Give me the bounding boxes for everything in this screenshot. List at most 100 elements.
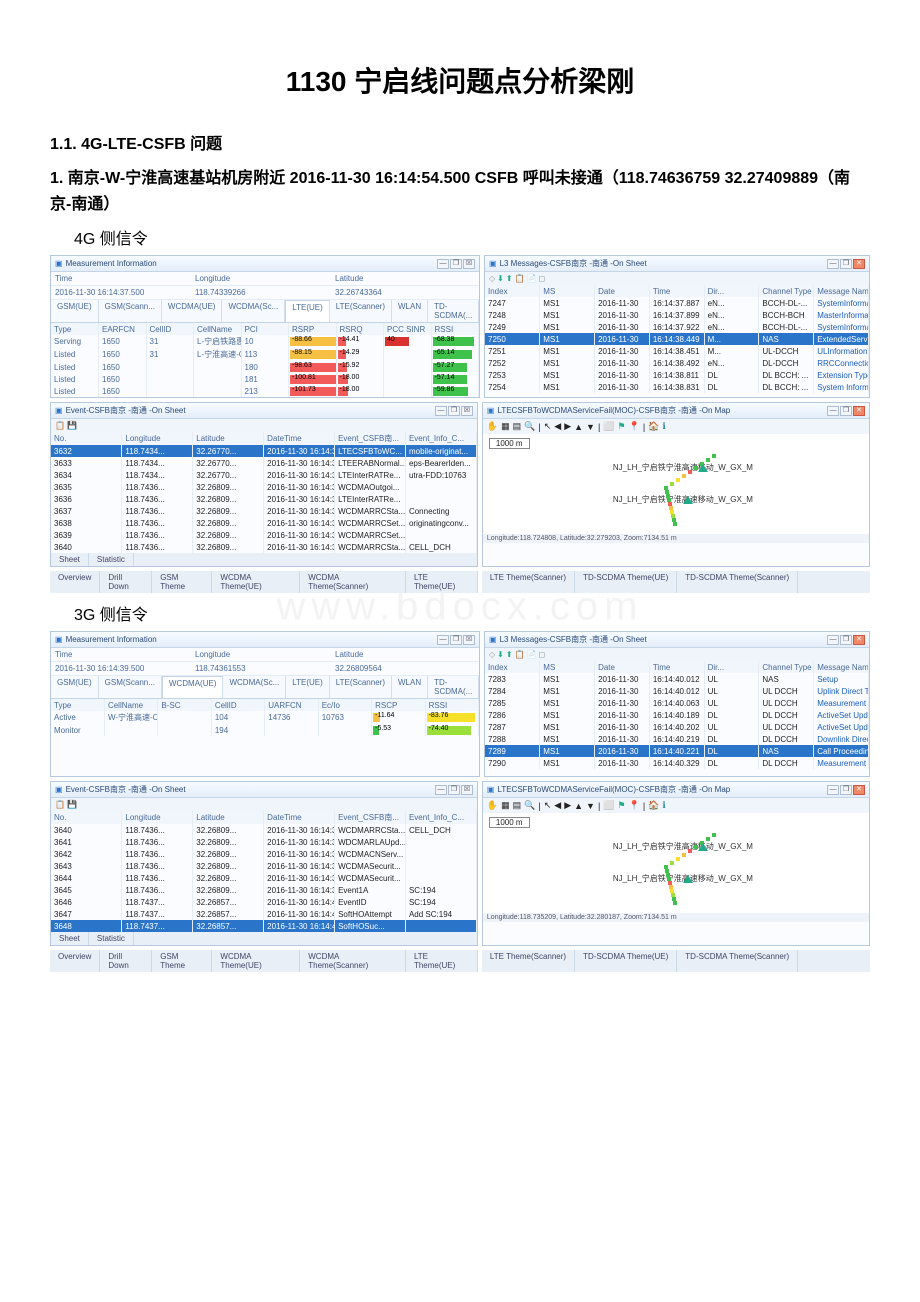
col-head[interactable]: B-SC: [158, 699, 211, 711]
col-head[interactable]: Dir...: [704, 285, 759, 297]
table-row[interactable]: Listed165031L-宁淮高速-C-1113-88.15-14.29-65…: [51, 348, 479, 361]
tab-ltescanner[interactable]: LTE(Scanner): [330, 300, 392, 322]
col-head[interactable]: Index: [485, 661, 540, 673]
min-btn[interactable]: —: [435, 785, 447, 795]
save-icon[interactable]: 💾: [67, 421, 77, 430]
col-head[interactable]: Event_Info_C...: [405, 432, 476, 445]
next-icon[interactable]: ▶: [564, 421, 571, 432]
table-row[interactable]: 7286MS12016-11-3016:14:40.189DLDL DCCHAc…: [485, 709, 869, 721]
tab-wcdmasc[interactable]: WCDMA(Sc...: [222, 300, 285, 322]
col-head[interactable]: Channel Type: [759, 285, 814, 297]
close-btn[interactable]: ☒: [461, 406, 473, 416]
table-row[interactable]: 3640118.7436...32.26809...2016-11-30 16:…: [51, 541, 476, 553]
table-row[interactable]: 7250MS12016-11-3016:14:38.449M...NASExte…: [485, 333, 869, 345]
max-btn[interactable]: ❐: [840, 635, 852, 645]
table-row[interactable]: 3642118.7436...32.26809...2016-11-30 16:…: [51, 848, 476, 860]
table-row[interactable]: 7247MS12016-11-3016:14:37.887eN...BCCH-D…: [485, 297, 869, 309]
col-head[interactable]: No.: [51, 811, 122, 824]
tab-gsmue[interactable]: GSM(UE): [51, 676, 99, 698]
footer-tab[interactable]: TD-SCDMA Theme(UE): [575, 950, 677, 972]
tab-ltescanner[interactable]: LTE(Scanner): [330, 676, 392, 698]
table-row[interactable]: Monitor194-5.53-74.40: [51, 724, 479, 736]
tab-gsmscann[interactable]: GSM(Scann...: [99, 676, 162, 698]
export-icon[interactable]: ⬜: [603, 800, 614, 811]
table-row[interactable]: 7251MS12016-11-3016:14:38.451M...UL-DCCH…: [485, 345, 869, 357]
tab-lteue[interactable]: LTE(UE): [286, 676, 330, 698]
max-btn[interactable]: ❐: [840, 259, 852, 269]
tab-wlan[interactable]: WLAN: [392, 676, 428, 698]
table-row[interactable]: 7290MS12016-11-3016:14:40.329DLDL DCCHMe…: [485, 757, 869, 769]
footer-tab[interactable]: Drill Down: [100, 571, 152, 593]
close-btn[interactable]: ✕: [853, 785, 865, 795]
col-head[interactable]: Type: [51, 323, 99, 335]
footer-tab[interactable]: LTE Theme(Scanner): [482, 950, 575, 972]
col-head[interactable]: PCI: [241, 323, 289, 335]
col-head[interactable]: Time: [649, 661, 704, 673]
tab-wcdmasc[interactable]: WCDMA(Sc...: [223, 676, 286, 698]
arrow-icon[interactable]: ↖: [544, 421, 552, 432]
col-head[interactable]: CellName: [104, 699, 157, 711]
close-btn[interactable]: ✕: [853, 259, 865, 269]
table-row[interactable]: 3640118.7436...32.26809...2016-11-30 16:…: [51, 824, 476, 836]
arrow-icon[interactable]: ↖: [544, 800, 552, 811]
table-row[interactable]: 7288MS12016-11-3016:14:40.219DLDL DCCHDo…: [485, 733, 869, 745]
table-row[interactable]: 3636118.7436...32.26809...2016-11-30 16:…: [51, 493, 476, 505]
footer-tab[interactable]: WCDMA Theme(Scanner): [300, 571, 406, 593]
min-btn[interactable]: —: [437, 635, 449, 645]
table-row[interactable]: Serving165031L-宁启铁路惠..10-88.66-14.4140-6…: [51, 335, 479, 348]
hand-icon[interactable]: ✋: [487, 800, 498, 811]
home-icon[interactable]: 🏠: [648, 800, 659, 811]
col-head[interactable]: RSRP: [289, 323, 337, 335]
min-btn[interactable]: —: [827, 406, 839, 416]
table-row[interactable]: 7284MS12016-11-3016:14:40.012ULUL DCCHUp…: [485, 685, 869, 697]
table-row[interactable]: 7249MS12016-11-3016:14:37.922eN...BCCH-D…: [485, 321, 869, 333]
table-row[interactable]: 3645118.7436...32.26809...2016-11-30 16:…: [51, 884, 476, 896]
footer-tab[interactable]: LTE Theme(UE): [406, 571, 478, 593]
next-icon[interactable]: ▶: [564, 800, 571, 811]
grid-icon[interactable]: ▤: [513, 421, 522, 432]
table-row[interactable]: 3633118.7434...32.26770...2016-11-30 16:…: [51, 457, 476, 469]
col-head[interactable]: CellName: [194, 323, 242, 335]
footer-tab[interactable]: TD-SCDMA Theme(UE): [575, 571, 677, 593]
col-head[interactable]: Index: [485, 285, 540, 297]
layers-icon[interactable]: ▦: [501, 800, 510, 811]
col-head[interactable]: CellID: [146, 323, 194, 335]
col-head[interactable]: Message Name: [814, 285, 869, 297]
max-btn[interactable]: ❐: [840, 785, 852, 795]
tab-wcdmaue[interactable]: WCDMA(UE): [162, 676, 224, 698]
tab-lteue[interactable]: LTE(UE): [285, 300, 330, 322]
table-row[interactable]: 3634118.7434...32.26770...2016-11-30 16:…: [51, 469, 476, 481]
col-head[interactable]: Longitude: [122, 432, 193, 445]
footer-tab[interactable]: Statistic: [89, 932, 134, 945]
max-btn[interactable]: ❐: [448, 406, 460, 416]
footer-tab[interactable]: LTE Theme(Scanner): [482, 571, 575, 593]
col-head[interactable]: MS: [540, 661, 595, 673]
min-btn[interactable]: —: [827, 259, 839, 269]
close-btn[interactable]: ✕: [853, 635, 865, 645]
footer-tab[interactable]: TD-SCDMA Theme(Scanner): [677, 571, 798, 593]
grid-icon[interactable]: ▤: [513, 800, 522, 811]
col-head[interactable]: Event_CSFB南...: [335, 432, 406, 445]
close-btn[interactable]: ☒: [463, 259, 475, 269]
min-btn[interactable]: —: [827, 785, 839, 795]
footer-tab[interactable]: Statistic: [89, 553, 134, 566]
table-row[interactable]: 3632118.7434...32.26770...2016-11-30 16:…: [51, 445, 476, 457]
footer-tab[interactable]: LTE Theme(UE): [406, 950, 478, 972]
footer-tab[interactable]: Overview: [50, 950, 100, 972]
col-head[interactable]: Date: [595, 285, 650, 297]
table-row[interactable]: 7254MS12016-11-3016:14:38.831DLDL BCCH: …: [485, 381, 869, 393]
col-head[interactable]: DateTime: [264, 811, 335, 824]
footer-tab[interactable]: Overview: [50, 571, 100, 593]
close-btn[interactable]: ☒: [461, 785, 473, 795]
close-btn[interactable]: ✕: [853, 406, 865, 416]
table-row[interactable]: 7252MS12016-11-3016:14:38.492eN...DL-DCC…: [485, 357, 869, 369]
col-head[interactable]: EARFCN: [99, 323, 147, 335]
table-row[interactable]: Listed1650180-98.63-15.92-57.27: [51, 361, 479, 373]
col-head[interactable]: RSSI: [425, 699, 478, 711]
tab-gsmue[interactable]: GSM(UE): [51, 300, 99, 322]
copy-icon[interactable]: 📋: [55, 800, 65, 809]
max-btn[interactable]: ❐: [840, 406, 852, 416]
tab-tdscdma[interactable]: TD-SCDMA(...: [428, 676, 479, 698]
footer-tab[interactable]: Drill Down: [100, 950, 152, 972]
max-btn[interactable]: ❐: [450, 259, 462, 269]
